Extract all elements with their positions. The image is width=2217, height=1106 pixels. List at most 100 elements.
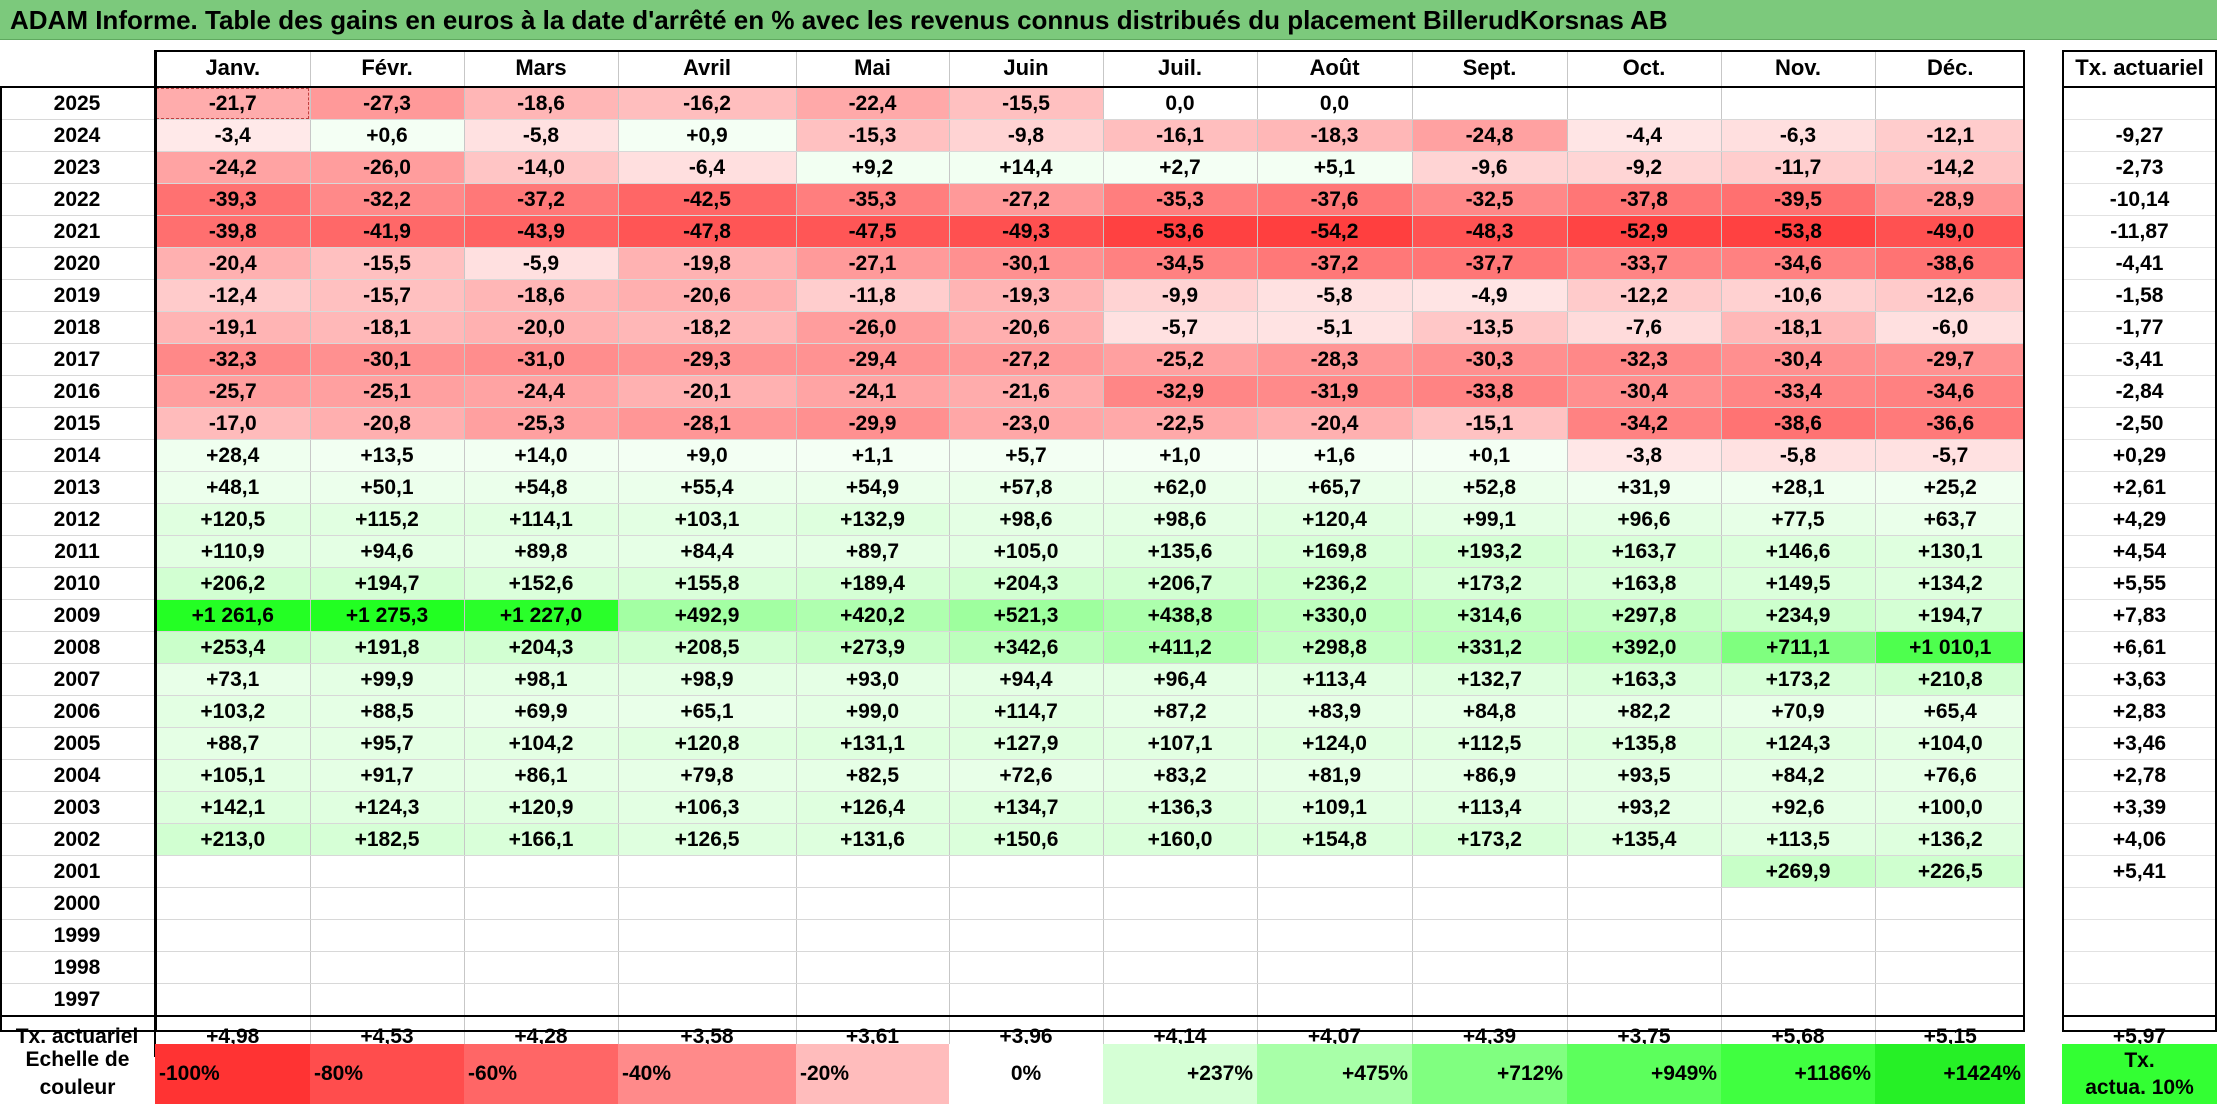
gain-cell[interactable]: -24,8: [1412, 119, 1568, 152]
gain-cell[interactable]: -4,9: [1412, 279, 1568, 312]
gain-cell[interactable]: [310, 983, 465, 1017]
gain-cell[interactable]: [618, 855, 797, 888]
gain-cell[interactable]: +194,7: [1875, 599, 2025, 632]
gain-cell[interactable]: -47,5: [796, 215, 950, 248]
gain-cell[interactable]: +95,7: [310, 727, 465, 760]
gain-cell[interactable]: -15,7: [310, 279, 465, 312]
gain-cell[interactable]: +57,8: [949, 471, 1104, 504]
gain-cell[interactable]: +204,3: [464, 631, 619, 664]
gain-cell[interactable]: +48,1: [155, 471, 311, 504]
gain-cell[interactable]: +28,1: [1721, 471, 1876, 504]
gain-cell[interactable]: +150,6: [949, 823, 1104, 856]
gain-cell[interactable]: -30,1: [949, 247, 1104, 280]
gain-cell[interactable]: -5,1: [1257, 311, 1413, 344]
gain-cell[interactable]: +124,0: [1257, 727, 1413, 760]
gain-cell[interactable]: -52,9: [1567, 215, 1722, 248]
gain-cell[interactable]: +134,2: [1875, 567, 2025, 600]
gain-cell[interactable]: [796, 887, 950, 920]
gain-cell[interactable]: -37,7: [1412, 247, 1568, 280]
gain-cell[interactable]: -38,6: [1875, 247, 2025, 280]
gain-cell[interactable]: +112,5: [1412, 727, 1568, 760]
gain-cell[interactable]: [949, 919, 1104, 952]
gain-cell[interactable]: [1721, 919, 1876, 952]
rate-cell[interactable]: +2,78: [2062, 759, 2217, 792]
gain-cell[interactable]: -5,8: [464, 119, 619, 152]
gain-cell[interactable]: +392,0: [1567, 631, 1722, 664]
gain-cell[interactable]: -28,9: [1875, 183, 2025, 216]
gain-cell[interactable]: +273,9: [796, 631, 950, 664]
gain-cell[interactable]: +69,9: [464, 695, 619, 728]
gain-cell[interactable]: [796, 951, 950, 984]
gain-cell[interactable]: +99,0: [796, 695, 950, 728]
gain-cell[interactable]: +88,7: [155, 727, 311, 760]
gain-cell[interactable]: +0,1: [1412, 439, 1568, 472]
gain-cell[interactable]: -34,2: [1567, 407, 1722, 440]
gain-cell[interactable]: +63,7: [1875, 503, 2025, 536]
gain-cell[interactable]: -34,5: [1103, 247, 1258, 280]
gain-cell[interactable]: +136,2: [1875, 823, 2025, 856]
gain-cell[interactable]: +82,5: [796, 759, 950, 792]
gain-cell[interactable]: +120,5: [155, 503, 311, 536]
rate-cell[interactable]: [2062, 887, 2217, 920]
gain-cell[interactable]: [796, 855, 950, 888]
gain-cell[interactable]: -25,7: [155, 375, 311, 408]
gain-cell[interactable]: -4,4: [1567, 119, 1722, 152]
gain-cell[interactable]: +135,4: [1567, 823, 1722, 856]
gain-cell[interactable]: [1412, 887, 1568, 920]
gain-cell[interactable]: +94,6: [310, 535, 465, 568]
rate-cell[interactable]: -9,27: [2062, 119, 2217, 152]
gain-cell[interactable]: +13,5: [310, 439, 465, 472]
gain-cell[interactable]: -34,6: [1721, 247, 1876, 280]
gain-cell[interactable]: +135,8: [1567, 727, 1722, 760]
gain-cell[interactable]: [155, 951, 311, 984]
gain-cell[interactable]: -37,8: [1567, 183, 1722, 216]
gain-cell[interactable]: [1567, 983, 1722, 1017]
gain-cell[interactable]: +136,3: [1103, 791, 1258, 824]
gain-cell[interactable]: +330,0: [1257, 599, 1413, 632]
rate-cell[interactable]: -4,41: [2062, 247, 2217, 280]
rate-cell[interactable]: -2,50: [2062, 407, 2217, 440]
gain-cell[interactable]: -9,6: [1412, 151, 1568, 184]
gain-cell[interactable]: -5,7: [1875, 439, 2025, 472]
gain-cell[interactable]: -29,9: [796, 407, 950, 440]
gain-cell[interactable]: -12,6: [1875, 279, 2025, 312]
gain-cell[interactable]: -30,3: [1412, 343, 1568, 376]
rate-cell[interactable]: +6,61: [2062, 631, 2217, 664]
gain-cell[interactable]: [1412, 87, 1568, 120]
gain-cell[interactable]: -11,7: [1721, 151, 1876, 184]
gain-cell[interactable]: [1257, 887, 1413, 920]
gain-cell[interactable]: [1257, 951, 1413, 984]
gain-cell[interactable]: -49,3: [949, 215, 1104, 248]
gain-cell[interactable]: +54,8: [464, 471, 619, 504]
gain-cell[interactable]: +89,8: [464, 535, 619, 568]
gain-cell[interactable]: [310, 887, 465, 920]
gain-cell[interactable]: +173,2: [1721, 663, 1876, 696]
gain-cell[interactable]: [1257, 919, 1413, 952]
gain-cell[interactable]: +132,7: [1412, 663, 1568, 696]
gain-cell[interactable]: [464, 951, 619, 984]
gain-cell[interactable]: -9,8: [949, 119, 1104, 152]
rate-cell[interactable]: -1,58: [2062, 279, 2217, 312]
gain-cell[interactable]: +1,0: [1103, 439, 1258, 472]
gain-cell[interactable]: -5,7: [1103, 311, 1258, 344]
gain-cell[interactable]: +31,9: [1567, 471, 1722, 504]
gain-cell[interactable]: -7,6: [1567, 311, 1722, 344]
gain-cell[interactable]: +107,1: [1103, 727, 1258, 760]
gain-cell[interactable]: [618, 887, 797, 920]
gain-cell[interactable]: -32,3: [155, 343, 311, 376]
gain-cell[interactable]: [1103, 951, 1258, 984]
gain-cell[interactable]: +99,1: [1412, 503, 1568, 536]
gain-cell[interactable]: +160,0: [1103, 823, 1258, 856]
gain-cell[interactable]: -48,3: [1412, 215, 1568, 248]
gain-cell[interactable]: -29,7: [1875, 343, 2025, 376]
gain-cell[interactable]: +9,2: [796, 151, 950, 184]
gain-cell[interactable]: +103,2: [155, 695, 311, 728]
gain-cell[interactable]: +711,1: [1721, 631, 1876, 664]
gain-cell[interactable]: +82,2: [1567, 695, 1722, 728]
gain-cell[interactable]: +104,0: [1875, 727, 2025, 760]
gain-cell[interactable]: [1103, 983, 1258, 1017]
gain-cell[interactable]: +83,2: [1103, 759, 1258, 792]
gain-cell[interactable]: +113,4: [1257, 663, 1413, 696]
gain-cell[interactable]: +96,6: [1567, 503, 1722, 536]
gain-cell[interactable]: -21,7: [155, 87, 311, 120]
